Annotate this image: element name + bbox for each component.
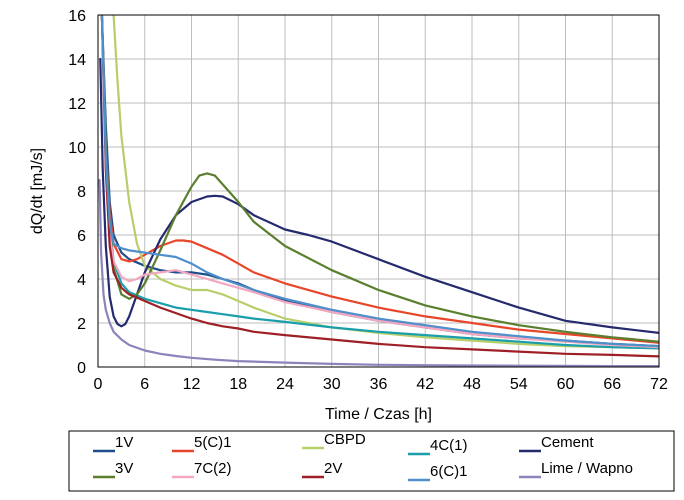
y-tick-label: 2	[77, 316, 86, 333]
y-tick-label: 16	[68, 8, 86, 25]
series-line-1v	[100, 15, 659, 348]
series-line-cement	[99, 57, 659, 334]
legend-label: 5(C)1	[194, 434, 232, 451]
y-tick-label: 6	[77, 228, 86, 245]
x-tick-label: 54	[510, 376, 528, 393]
legend-label: 1V	[115, 434, 133, 451]
series-line-5-c-1	[100, 15, 659, 344]
series-line-3v	[100, 15, 659, 343]
x-tick-label: 30	[323, 376, 341, 393]
series-line-4c-1	[100, 15, 659, 350]
plot-area-border	[97, 14, 660, 368]
series-line-lime-wapno	[98, 178, 659, 367]
y-tick-label: 14	[68, 52, 86, 69]
series-line-cbpd	[112, 15, 659, 350]
x-tick-label: 0	[94, 376, 103, 393]
series-lines	[98, 15, 659, 367]
y-axis-title: dQ/dt [mJ/s]	[29, 148, 46, 234]
y-tick-label: 4	[77, 272, 86, 289]
x-axis-title: Time / Czas [h]	[325, 406, 432, 423]
x-tick-label: 60	[557, 376, 575, 393]
series-line-6-c-1	[100, 15, 659, 348]
legend-label: 3V	[115, 460, 133, 477]
x-tick-label: 66	[603, 376, 621, 393]
series-line-2v	[100, 15, 659, 358]
legend-label: CBPD	[324, 431, 366, 448]
legend-label: 4C(1)	[430, 437, 468, 454]
legend-label: Lime / Wapno	[541, 460, 633, 477]
x-tick-label: 36	[370, 376, 388, 393]
legend-box	[68, 430, 675, 492]
legend-label: 6(C)1	[430, 463, 468, 480]
legend: 1V 5(C)1 CBPD 4C(1) Cement 3V 7C(2) 2V 6(C)1 Lime…	[68, 430, 675, 492]
y-tick-label: 10	[68, 140, 86, 157]
legend-label: Cement	[541, 434, 594, 451]
legend-label: 7C(2)	[194, 460, 232, 477]
series-line-7c-2	[100, 15, 659, 349]
x-tick-label: 6	[140, 376, 149, 393]
x-tick-label: 42	[416, 376, 434, 393]
y-tick-label: 12	[68, 96, 86, 113]
x-tick-label: 12	[183, 376, 201, 393]
x-tick-label: 48	[463, 376, 481, 393]
legend-label: 2V	[324, 460, 342, 477]
y-tick-label: 0	[77, 360, 86, 377]
x-tick-label: 18	[229, 376, 247, 393]
x-tick-label: 24	[276, 376, 294, 393]
y-tick-label: 8	[77, 184, 86, 201]
x-tick-label: 72	[650, 376, 668, 393]
